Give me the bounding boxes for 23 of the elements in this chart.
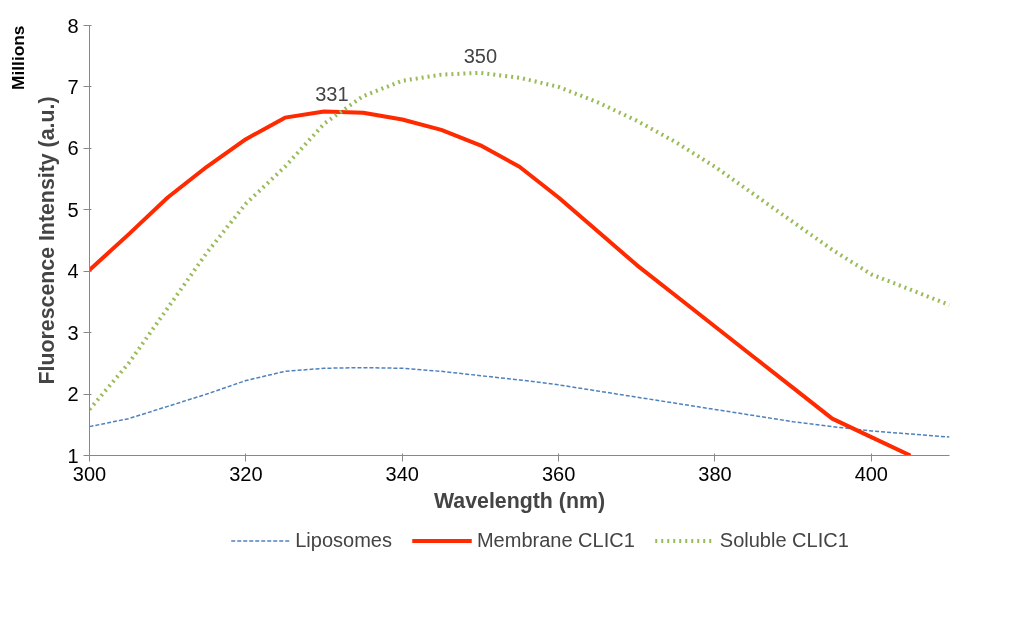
y-tick-label: 8 [67,14,79,37]
y-tick-label: 7 [67,75,79,98]
legend-label: Liposomes [295,528,392,552]
x-tick-label: 320 [229,462,263,485]
legend-label: Soluble CLIC1 [719,528,849,552]
annotation: 350 [463,44,498,67]
y-axis-title: Fluorescence Intensity (a.u.) [35,96,60,385]
y-tick-label: 4 [67,260,79,283]
line-series [89,70,950,412]
y-tick-label: 5 [67,198,79,221]
x-tick-label: 380 [698,462,732,485]
x-axis-title: Wavelength (nm) [433,488,606,513]
y-tick-label: 6 [67,137,79,160]
line-series [89,366,950,438]
x-tick-label: 400 [854,462,889,485]
y-tick-label: 2 [67,383,79,406]
line-series [89,109,913,456]
legend-label: Membrane CLIC1 [476,528,635,552]
annotation: 331 [315,82,349,105]
y-tick-label: 3 [67,321,79,344]
text: Millions [7,25,28,90]
x-tick-label: 360 [541,462,576,485]
x-tick-label: 340 [385,462,419,485]
